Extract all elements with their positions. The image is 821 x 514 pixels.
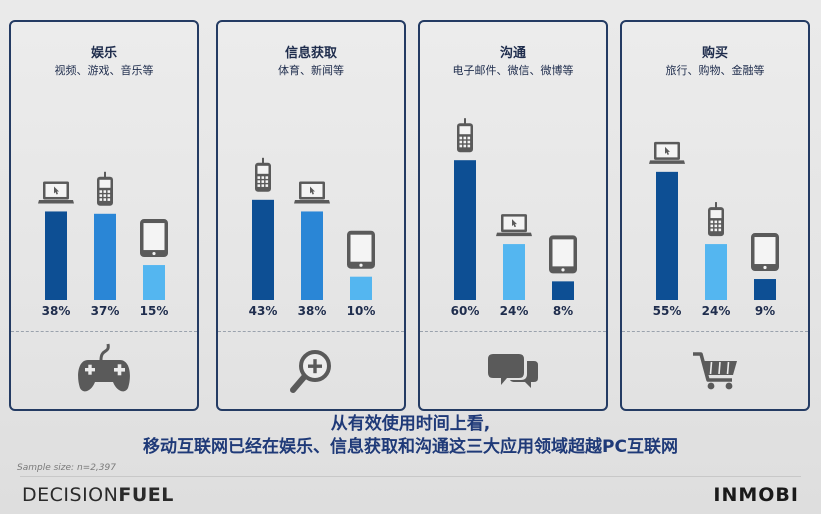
bar	[143, 265, 165, 300]
bar-chart: 55% 24% 9%	[649, 141, 779, 318]
data-label: 9%	[755, 304, 775, 318]
category-icon-box	[78, 343, 130, 392]
panel-title: 沟通	[499, 46, 526, 61]
decisionfuel-logo: DECISIONFUEL	[22, 484, 174, 506]
logo-fuel-text: FUEL	[118, 484, 174, 506]
chat-bubbles-icon	[488, 354, 538, 388]
bar	[552, 281, 574, 300]
laptop-icon	[38, 181, 74, 204]
bar	[45, 211, 67, 300]
panel-1: 娱乐视频、游戏、音乐等 38% 37% 15%	[9, 20, 199, 411]
bar	[705, 244, 727, 300]
logo-decision-text: DECISION	[22, 484, 119, 506]
phone-icon	[457, 118, 473, 153]
bar	[252, 199, 274, 300]
sample-size-note: Sample size: n=2,397	[17, 463, 116, 473]
inmobi-logo: INMOBI	[713, 484, 799, 506]
tablet-icon	[751, 233, 779, 272]
data-label: 60%	[451, 304, 480, 318]
caption-line-1: 从有效使用时间上看,	[330, 414, 491, 434]
bar	[350, 276, 372, 300]
phone-icon	[708, 202, 724, 237]
data-label: 37%	[91, 304, 120, 318]
bar-chart: 60% 24% 8%	[451, 118, 577, 318]
panel-subtitle: 电子邮件、微信、微博等	[452, 64, 574, 77]
dashed-divider	[420, 331, 606, 332]
caption-line-2: 移动互联网已经在娱乐、信息获取和沟通这三大应用领域超越PC互联网	[143, 437, 678, 457]
data-label: 8%	[553, 304, 573, 318]
gamepad-icon	[78, 343, 130, 392]
category-icon-box	[290, 350, 331, 393]
panel-subtitle: 旅行、购物、金融等	[665, 64, 765, 77]
panel-3: 沟通电子邮件、微信、微博等 60% 24% 8%	[418, 20, 608, 411]
tablet-icon	[347, 230, 375, 269]
data-label: 38%	[298, 304, 327, 318]
dashed-divider	[11, 331, 197, 332]
panel-title: 娱乐	[90, 46, 117, 61]
tablet-icon	[549, 235, 577, 274]
bar-chart: 43% 38% 10%	[249, 157, 376, 318]
bar	[754, 279, 776, 300]
panel-subtitle: 体育、新闻等	[278, 64, 344, 77]
panel-title: 购买	[701, 46, 728, 61]
footer-divider	[20, 476, 801, 477]
panel-4: 购买旅行、购物、金融等 55% 24% 9%	[620, 20, 810, 411]
dashed-divider	[622, 331, 808, 332]
phone-icon	[97, 171, 113, 206]
bar	[94, 213, 116, 300]
bar-chart: 38% 37% 15%	[38, 171, 169, 318]
bar	[454, 160, 476, 300]
panel-subtitle: 视频、游戏、音乐等	[54, 64, 154, 77]
category-icon-box	[693, 352, 737, 390]
phone-icon	[255, 157, 271, 192]
bar	[301, 211, 323, 300]
dashed-divider	[218, 331, 404, 332]
laptop-icon	[294, 181, 330, 204]
data-label: 24%	[702, 304, 731, 318]
data-label: 15%	[140, 304, 169, 318]
panel-title: 信息获取	[284, 46, 337, 61]
bar	[656, 171, 678, 300]
data-label: 55%	[653, 304, 682, 318]
data-label: 43%	[249, 304, 278, 318]
bar	[503, 244, 525, 300]
panel-2: 信息获取体育、新闻等 43% 38% 10%	[216, 20, 406, 411]
magnifier-icon	[290, 350, 331, 393]
shopping-cart-icon	[693, 352, 737, 390]
laptop-icon	[649, 141, 685, 164]
data-label: 10%	[347, 304, 376, 318]
data-label: 24%	[500, 304, 529, 318]
laptop-icon	[496, 214, 532, 237]
tablet-icon	[140, 219, 168, 258]
data-label: 38%	[42, 304, 71, 318]
category-icon-box	[488, 354, 538, 388]
